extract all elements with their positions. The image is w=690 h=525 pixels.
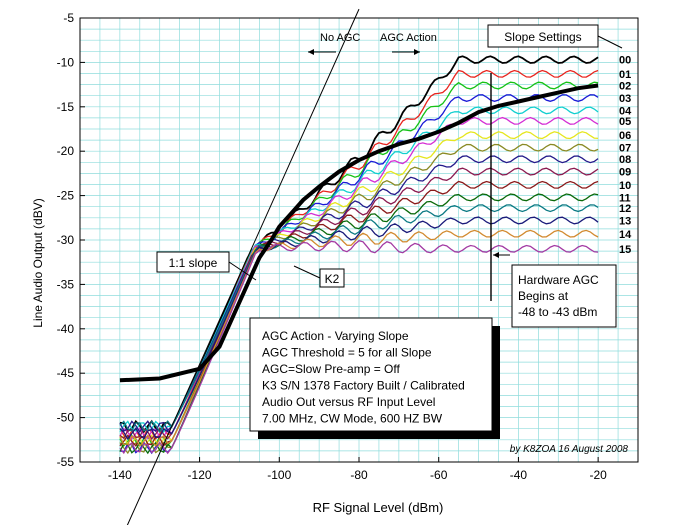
series-label-09: 09 [619, 167, 631, 179]
series-label-13: 13 [619, 215, 631, 227]
x-tick-label: -140 [108, 468, 132, 482]
annotations: Slope Settings No AGC AGC Action 1:1 slope K… [156, 24, 629, 455]
y-tick-label: -55 [57, 455, 75, 469]
k2-curve [119, 83, 599, 383]
hardware-agc-box [511, 264, 617, 328]
x-tick-label: -80 [350, 468, 368, 482]
agc-action-arrowhead [414, 49, 420, 55]
y-tick-label: -45 [57, 366, 75, 380]
axis-ticks: -140 -120 -100 -80 -60 -40 -20 -5 -10 -15 -20 -25 -3… [57, 11, 607, 482]
series-label-01: 01 [619, 69, 631, 81]
k2-label-pointer [293, 265, 321, 279]
hardware-agc-text: Hardware AGC [518, 273, 599, 287]
x-axis-label: RF Signal Level (dBm) [313, 500, 444, 515]
x-tick-label: -100 [267, 468, 291, 482]
series-line-15 [119, 239, 599, 455]
y-tick-label: -15 [57, 100, 75, 114]
info-box [249, 317, 493, 432]
plot-frame [79, 17, 639, 463]
info-line: AGC Action - Varying Slope [262, 329, 409, 343]
info-line: K3 S/N 1378 Factory Built / Calibrated [262, 379, 465, 393]
slope-reference-line [126, 8, 360, 525]
series-line-13 [119, 216, 599, 441]
y-tick-label: -30 [57, 233, 75, 247]
series-label-12: 12 [619, 203, 631, 215]
y-axis-label: Line Audio Output (dBV) [31, 198, 45, 327]
no-agc-arrowhead [308, 49, 314, 55]
slope-label-pointer [228, 261, 257, 281]
agc-action-label: AGC Action [380, 32, 437, 44]
y-tick-label: -25 [57, 189, 75, 203]
y-tick-label: -35 [57, 277, 75, 291]
slope-label: 1:1 slope [169, 256, 218, 270]
series-label-07: 07 [619, 143, 631, 155]
series-label-02: 02 [619, 80, 631, 92]
series-label-05: 05 [619, 116, 631, 128]
info-line: Audio Out versus RF Input Level [262, 395, 435, 409]
hardware-agc-text: Begins at [518, 289, 569, 303]
y-tick-label: -50 [57, 411, 75, 425]
info-line: AGC Threshold = 5 for all Slope [262, 346, 432, 360]
y-tick-label: -5 [63, 11, 74, 25]
no-agc-label: No AGC [320, 32, 360, 44]
legend-title: Slope Settings [504, 30, 581, 44]
y-tick-label: -40 [57, 322, 75, 336]
k2-label: K2 [325, 272, 340, 286]
legend-title-pointer [597, 35, 623, 49]
series-label-03: 03 [619, 93, 631, 105]
series-line-14 [119, 229, 599, 448]
series-label-14: 14 [619, 229, 632, 241]
series-label-00: 00 [619, 55, 631, 67]
x-tick-label: -120 [188, 468, 212, 482]
series-line-12 [119, 204, 599, 433]
info-line: AGC=Slow Pre-amp = Off [262, 362, 400, 376]
series-label-15: 15 [619, 244, 631, 256]
y-tick-label: -10 [57, 55, 75, 69]
series-label-11: 11 [619, 192, 631, 204]
series-label-06: 06 [619, 130, 631, 142]
x-tick-label: -20 [589, 468, 607, 482]
x-tick-label: -60 [430, 468, 448, 482]
info-line: 7.00 MHz, CW Mode, 600 HZ BW [262, 412, 443, 426]
y-tick-label: -20 [57, 144, 75, 158]
x-tick-label: -40 [510, 468, 528, 482]
series-label-04: 04 [619, 105, 632, 117]
hardware-agc-text: -48 to -43 dBm [518, 305, 597, 319]
hardware-agc-arrowhead [493, 252, 499, 258]
series-label-08: 08 [619, 154, 631, 166]
series-label-10: 10 [619, 180, 631, 192]
credit-text: by K8ZOA 16 August 2008 [510, 444, 629, 455]
